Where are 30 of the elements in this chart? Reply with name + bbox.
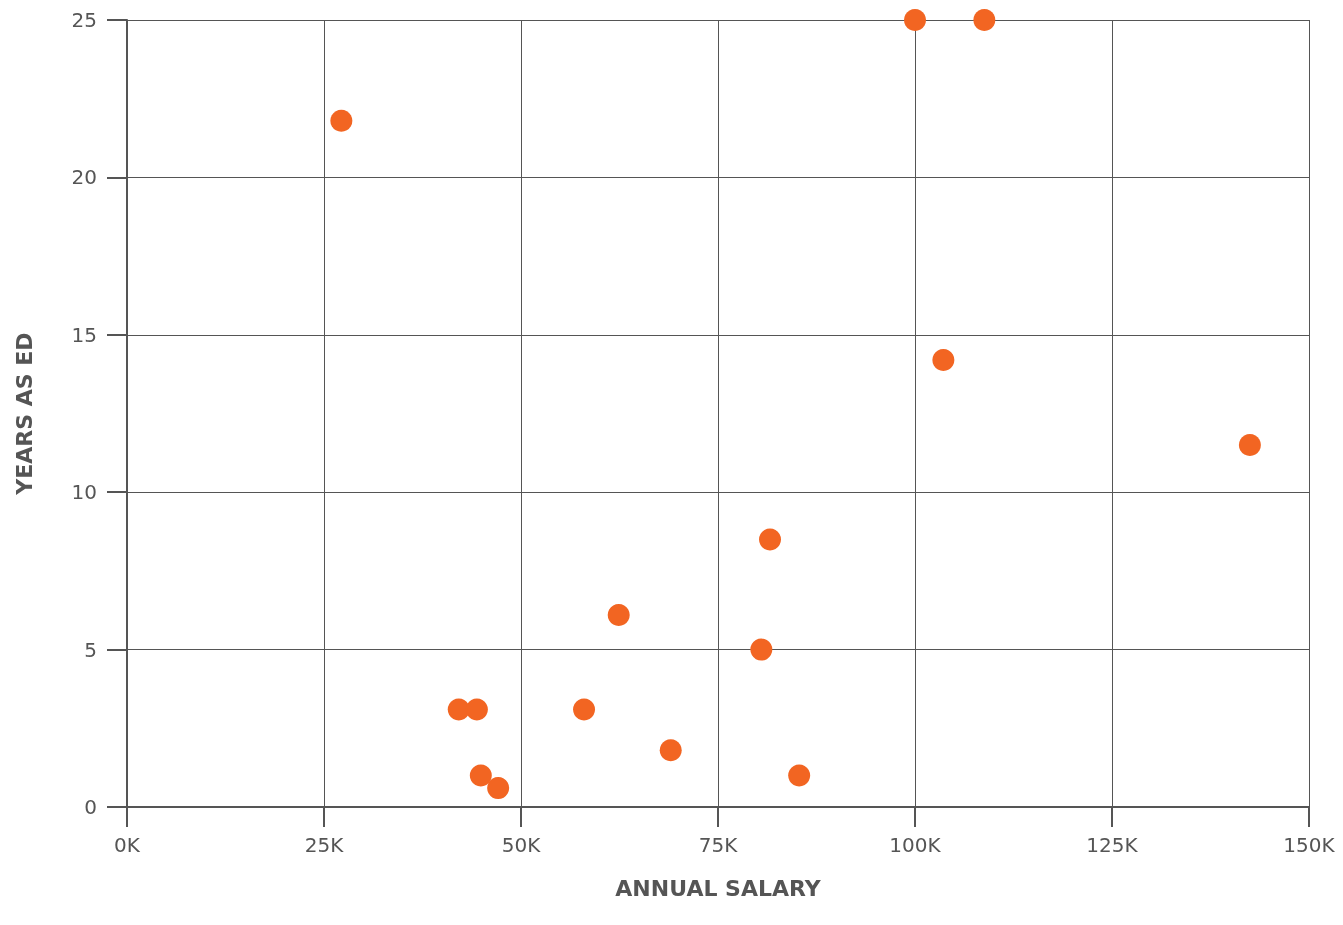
point xyxy=(759,528,782,551)
y-tick-label: 20 xyxy=(71,165,97,190)
point xyxy=(607,603,630,626)
y-axis-title: YEARS AS ED xyxy=(11,332,37,496)
y-tick-label: 15 xyxy=(71,322,97,347)
point xyxy=(750,638,773,661)
point xyxy=(573,698,596,721)
y-tick-label: 0 xyxy=(84,795,97,819)
y-tick-label: 25 xyxy=(71,8,97,32)
point xyxy=(904,9,926,31)
x-tick-label: 100K xyxy=(889,833,942,857)
point xyxy=(487,777,510,800)
point xyxy=(330,109,353,132)
point xyxy=(1238,433,1261,456)
point xyxy=(465,698,488,721)
x-tick-label: 150K xyxy=(1283,833,1336,857)
point xyxy=(973,9,996,31)
x-tick-label: 0K xyxy=(114,833,141,857)
x-tick-label: 75K xyxy=(698,833,739,857)
x-tick-label: 125K xyxy=(1086,833,1139,857)
x-axis-title: ANNUAL SALARY xyxy=(615,875,822,901)
point xyxy=(788,764,811,787)
x-tick-label: 50K xyxy=(501,833,542,857)
point xyxy=(447,698,470,721)
point xyxy=(469,764,492,787)
y-tick-label: 10 xyxy=(71,480,97,505)
point xyxy=(659,739,682,762)
point xyxy=(932,348,955,371)
x-tick-label: 25K xyxy=(304,833,345,857)
y-tick-label: 5 xyxy=(84,637,97,662)
